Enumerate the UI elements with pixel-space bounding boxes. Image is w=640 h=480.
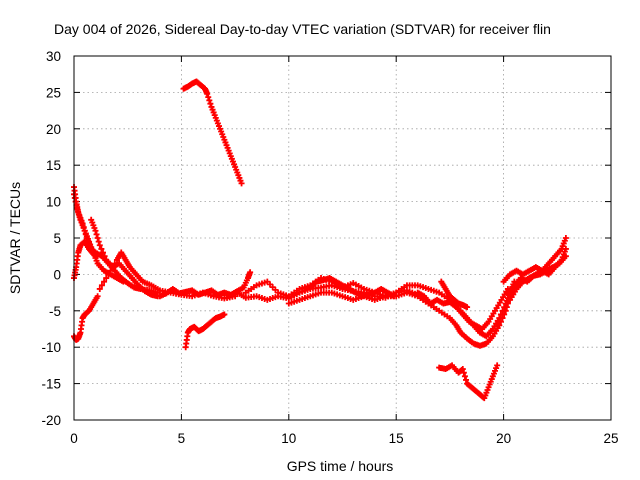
data-point [497,318,504,325]
data-points [71,78,569,402]
data-point [94,235,101,241]
data-point [504,300,511,307]
series-track-i [180,78,245,187]
data-point [94,253,101,260]
y-tick-label: 10 [46,195,61,210]
data-point [98,245,105,252]
y-tick-label: 30 [46,49,61,64]
data-point [204,90,211,97]
data-point [501,311,508,318]
data-point [120,278,127,285]
series-track-o [438,278,471,311]
y-tick-label: 25 [46,85,61,100]
data-point [221,311,228,318]
data-point [205,94,212,101]
x-axis-label: GPS time / hours [287,458,394,474]
y-tick-label: -15 [41,377,61,392]
series-track-e [96,249,239,302]
data-point [562,245,569,252]
y-axis-ticks: -20 -15 -10 -5 0 5 10 15 20 25 30 [41,49,611,428]
data-point [503,304,510,311]
data-point [461,373,468,380]
data-point [107,267,114,274]
data-point [105,271,112,278]
series-track-c [71,238,101,282]
y-tick-label: -20 [41,413,61,428]
series-track-f [156,269,254,300]
y-axis-label: SDTVAR / TECUs [7,182,23,294]
data-point [96,242,103,249]
series-track-s [507,245,569,303]
series-track-n [414,285,511,332]
data-point [101,278,108,285]
data-point [206,97,213,104]
data-point [496,322,503,329]
x-tick-label: 20 [496,431,511,446]
data-point [96,285,103,292]
data-point [207,100,214,107]
x-axis-ticks: 0 5 10 15 20 25 [70,56,619,446]
data-point [464,304,471,311]
x-tick-label: 25 [603,431,618,446]
data-point [101,253,108,260]
data-point [459,366,466,373]
data-point [463,376,470,383]
data-point [98,282,105,289]
data-point [93,231,100,238]
data-point [499,315,506,322]
data-point [92,227,99,234]
chart-title: Day 004 of 2026, Sidereal Day-to-day VTE… [54,21,551,37]
data-point [111,260,118,267]
y-tick-label: -10 [41,340,61,355]
data-point [562,235,569,241]
y-tick-label: 5 [53,231,61,246]
grid-lines [74,56,611,420]
series-track-p [436,362,501,402]
data-point [103,275,110,282]
series-track-d [88,216,161,300]
series-track-g [71,293,101,343]
x-tick-label: 15 [389,431,404,446]
data-point [247,269,254,276]
data-point [109,264,116,271]
x-tick-label: 5 [178,431,186,446]
y-tick-label: -5 [49,304,61,319]
data-point [494,362,501,369]
data-point [94,293,101,300]
data-point [391,293,398,300]
data-point [99,249,106,256]
y-tick-label: 0 [53,267,61,282]
series-track-h [182,311,228,351]
x-tick-label: 0 [70,431,78,446]
plot-frame [73,55,612,421]
data-point [238,180,245,187]
series-track-m [296,275,398,300]
series-track-l [285,282,518,349]
data-point [95,238,102,245]
y-tick-label: 15 [46,158,61,173]
data-point [460,369,467,376]
x-tick-label: 10 [281,431,296,446]
series-track-k [242,275,518,340]
data-point [502,307,509,314]
y-tick-label: 20 [46,122,61,137]
